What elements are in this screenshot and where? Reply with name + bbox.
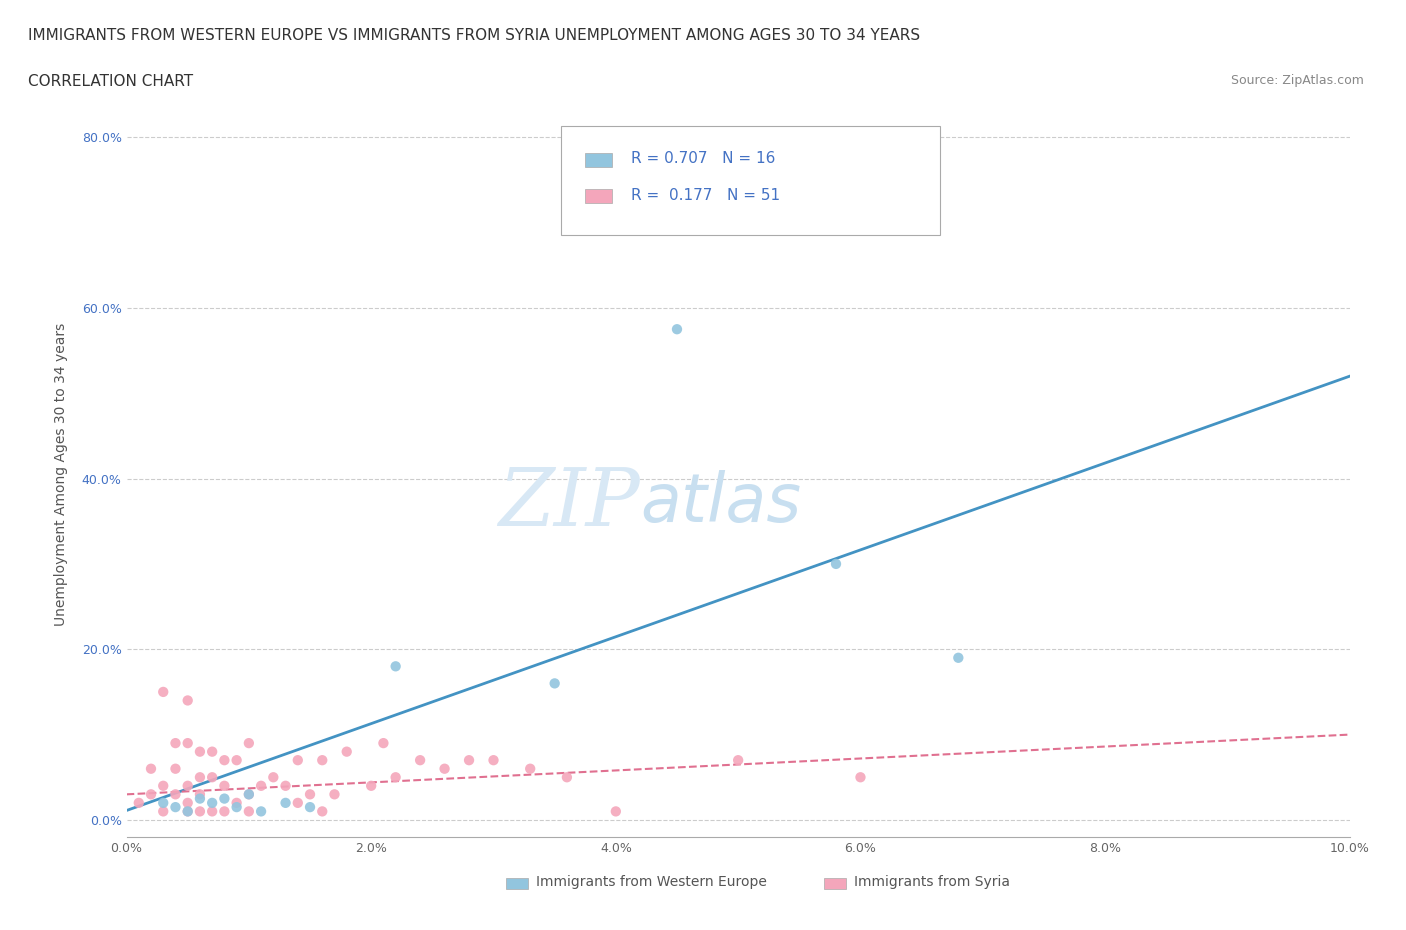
Point [323, 787, 346, 802]
Point [177, 736, 200, 751]
Text: CORRELATION CHART: CORRELATION CHART [28, 74, 193, 89]
Point [360, 778, 382, 793]
Point [165, 787, 187, 802]
Point [727, 752, 749, 767]
Point [238, 787, 260, 802]
Point [225, 795, 247, 810]
Point [849, 770, 872, 785]
Point [433, 762, 456, 777]
Point [287, 795, 309, 810]
Point [225, 800, 247, 815]
Point [238, 804, 260, 818]
Point [666, 322, 689, 337]
Point [384, 658, 406, 673]
Point [214, 752, 236, 767]
Point [543, 676, 565, 691]
Point [555, 770, 578, 785]
Point [214, 804, 236, 818]
Point [238, 736, 260, 751]
FancyBboxPatch shape [824, 878, 846, 889]
Point [188, 804, 211, 818]
Point [139, 762, 162, 777]
Point [250, 804, 273, 818]
Point [948, 650, 970, 665]
Point [188, 770, 211, 785]
Point [177, 804, 200, 818]
Point [311, 804, 333, 818]
Point [152, 778, 174, 793]
Point [201, 804, 224, 818]
Text: Source: ZipAtlas.com: Source: ZipAtlas.com [1230, 74, 1364, 87]
Point [165, 800, 187, 815]
Point [201, 770, 224, 785]
Point [177, 778, 200, 793]
Point [214, 791, 236, 806]
Point [373, 736, 395, 751]
Point [274, 778, 297, 793]
Point [177, 795, 200, 810]
Point [165, 736, 187, 751]
Text: Immigrants from Syria: Immigrants from Syria [855, 875, 1011, 889]
Point [825, 556, 848, 571]
Point [458, 752, 481, 767]
Point [384, 770, 406, 785]
Point [201, 795, 224, 810]
Point [482, 752, 505, 767]
Point [262, 770, 284, 785]
Point [177, 804, 200, 818]
Point [250, 778, 273, 793]
Point [409, 752, 432, 767]
Point [188, 744, 211, 759]
Text: R = 0.707   N = 16: R = 0.707 N = 16 [630, 152, 775, 166]
FancyBboxPatch shape [585, 153, 612, 166]
Y-axis label: Unemployment Among Ages 30 to 34 years: Unemployment Among Ages 30 to 34 years [53, 323, 67, 626]
Point [139, 787, 162, 802]
Point [238, 787, 260, 802]
Point [214, 778, 236, 793]
Point [519, 762, 541, 777]
Point [152, 795, 174, 810]
Point [605, 804, 627, 818]
Point [274, 795, 297, 810]
FancyBboxPatch shape [585, 190, 612, 203]
Point [188, 787, 211, 802]
Text: Immigrants from Western Europe: Immigrants from Western Europe [536, 875, 768, 889]
Point [152, 804, 174, 818]
Text: ZIP: ZIP [499, 465, 640, 542]
Point [152, 684, 174, 699]
Point [287, 752, 309, 767]
FancyBboxPatch shape [506, 878, 527, 889]
Point [188, 791, 211, 806]
Point [165, 762, 187, 777]
Point [128, 795, 150, 810]
Point [201, 744, 224, 759]
Point [311, 752, 333, 767]
Point [299, 787, 322, 802]
Text: IMMIGRANTS FROM WESTERN EUROPE VS IMMIGRANTS FROM SYRIA UNEMPLOYMENT AMONG AGES : IMMIGRANTS FROM WESTERN EUROPE VS IMMIGR… [28, 28, 921, 43]
Text: R =  0.177   N = 51: R = 0.177 N = 51 [630, 188, 780, 203]
Point [336, 744, 359, 759]
FancyBboxPatch shape [561, 126, 941, 235]
Point [177, 693, 200, 708]
Point [299, 800, 322, 815]
Text: atlas: atlas [640, 471, 801, 537]
Point [225, 752, 247, 767]
